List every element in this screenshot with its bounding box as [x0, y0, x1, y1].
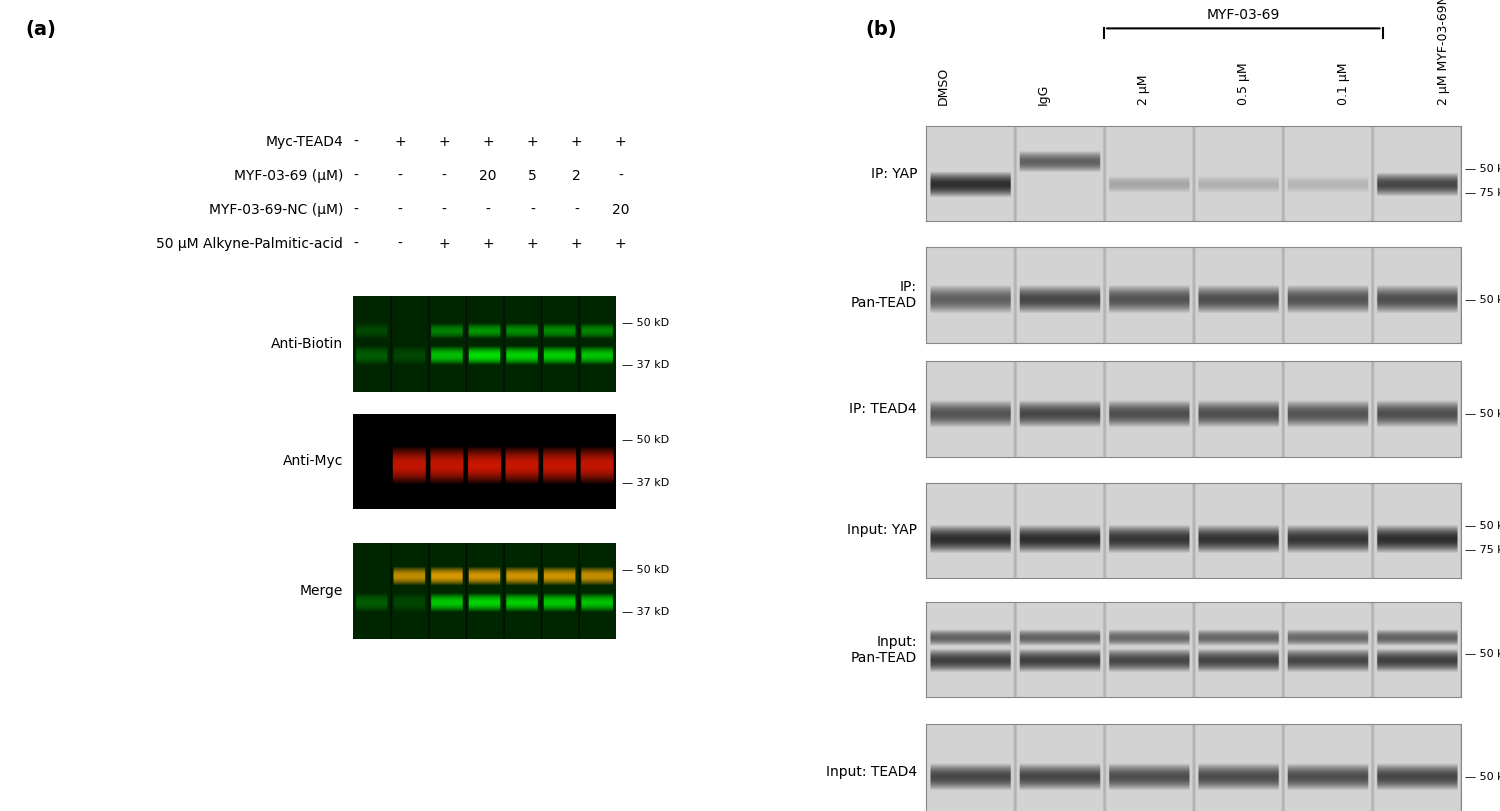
Text: +: + [570, 135, 582, 149]
Text: IgG: IgG [1036, 84, 1050, 105]
Text: -: - [486, 203, 490, 217]
Text: — 50 kD: — 50 kD [1466, 295, 1500, 305]
Text: 20: 20 [480, 169, 496, 183]
Text: -: - [354, 203, 358, 217]
Text: +: + [438, 237, 450, 251]
Text: (b): (b) [865, 20, 897, 39]
Text: +: + [615, 237, 627, 251]
Text: -: - [530, 203, 536, 217]
Text: IP:
Pan-TEAD: IP: Pan-TEAD [850, 280, 916, 311]
Text: +: + [526, 237, 538, 251]
Text: +: + [483, 135, 494, 149]
Text: IP: YAP: IP: YAP [870, 166, 916, 181]
Text: -: - [574, 203, 579, 217]
Text: Input: TEAD4: Input: TEAD4 [827, 765, 916, 779]
Text: MYF-03-69: MYF-03-69 [1206, 8, 1280, 22]
Text: -: - [441, 169, 447, 183]
Text: Anti-Myc: Anti-Myc [284, 454, 344, 469]
Text: +: + [394, 135, 406, 149]
Text: -: - [398, 203, 402, 217]
Text: -: - [354, 237, 358, 251]
Text: 2 μM MYF-03-69NC: 2 μM MYF-03-69NC [1437, 0, 1450, 105]
Text: Merge: Merge [300, 584, 344, 599]
Text: — 75 kD: — 75 kD [1466, 544, 1500, 555]
Text: — 50 kD: — 50 kD [1466, 409, 1500, 418]
Text: — 37 kD: — 37 kD [622, 360, 669, 370]
Text: -: - [441, 203, 447, 217]
Text: Input: YAP: Input: YAP [847, 523, 916, 538]
Text: IP: TEAD4: IP: TEAD4 [849, 401, 916, 416]
Text: 0.1 μM: 0.1 μM [1336, 63, 1350, 105]
Text: — 37 kD: — 37 kD [622, 607, 669, 617]
Text: +: + [526, 135, 538, 149]
Text: Anti-Biotin: Anti-Biotin [272, 337, 344, 351]
Text: Input:
Pan-TEAD: Input: Pan-TEAD [850, 634, 916, 665]
Text: DMSO: DMSO [936, 67, 950, 105]
Text: — 75 kD: — 75 kD [1466, 187, 1500, 198]
Text: -: - [618, 169, 622, 183]
Text: — 50 kD: — 50 kD [622, 436, 669, 445]
Text: — 50 kD: — 50 kD [1466, 164, 1500, 174]
Text: (a): (a) [26, 20, 56, 39]
Text: -: - [354, 135, 358, 149]
Text: — 50 kD: — 50 kD [622, 318, 669, 328]
Text: 2: 2 [572, 169, 580, 183]
Text: 50 μM Alkyne-Palmitic-acid: 50 μM Alkyne-Palmitic-acid [156, 237, 344, 251]
Text: Myc-TEAD4: Myc-TEAD4 [266, 135, 344, 149]
Text: MYF-03-69 (μM): MYF-03-69 (μM) [234, 169, 344, 183]
Text: +: + [483, 237, 494, 251]
Text: +: + [615, 135, 627, 149]
Text: 5: 5 [528, 169, 537, 183]
Text: — 50 kD: — 50 kD [1466, 521, 1500, 530]
Text: 0.5 μM: 0.5 μM [1238, 62, 1250, 105]
Text: — 50 kD: — 50 kD [1466, 772, 1500, 782]
Text: -: - [398, 169, 402, 183]
Text: +: + [570, 237, 582, 251]
Text: — 50 kD: — 50 kD [622, 565, 669, 575]
Text: MYF-03-69-NC (μM): MYF-03-69-NC (μM) [209, 203, 344, 217]
Text: 2 μM: 2 μM [1137, 75, 1150, 105]
Text: — 37 kD: — 37 kD [622, 478, 669, 487]
Text: 20: 20 [612, 203, 630, 217]
Text: +: + [438, 135, 450, 149]
Text: -: - [398, 237, 402, 251]
Text: -: - [354, 169, 358, 183]
Text: — 50 kD: — 50 kD [1466, 650, 1500, 659]
